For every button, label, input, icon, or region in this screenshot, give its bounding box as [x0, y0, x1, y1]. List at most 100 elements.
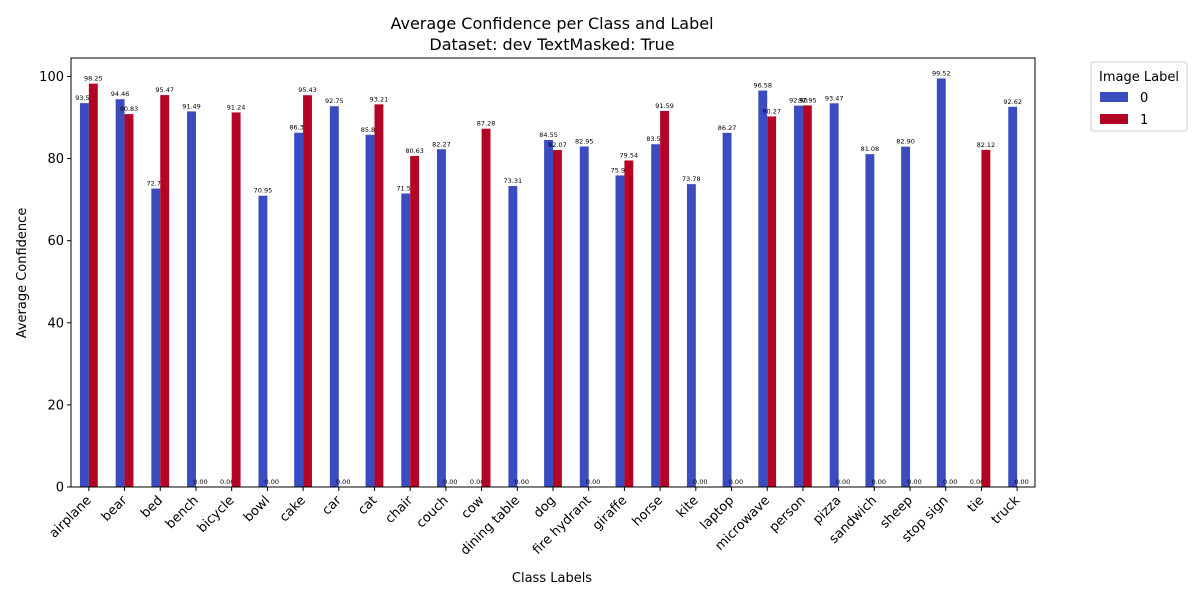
bar-sandwich-0	[865, 154, 875, 487]
bar-car-0	[329, 106, 339, 487]
bar-value-label: 0.00	[586, 478, 600, 486]
bar-value-label: 71.50	[396, 184, 415, 192]
bar-value-label: 0.00	[907, 478, 921, 486]
bar-value-label: 0.00	[970, 478, 984, 486]
bar-value-label: 84.55	[539, 131, 558, 139]
bar-value-label: 92.75	[325, 97, 344, 105]
bar-bear-0	[115, 99, 125, 487]
y-tick-label: 20	[47, 398, 64, 413]
bar-airplane-1	[88, 83, 98, 487]
bar-value-label: 0.00	[220, 478, 234, 486]
bar-bench-0	[187, 111, 196, 487]
bar-value-label: 94.46	[111, 90, 130, 98]
bar-value-label: 82.90	[896, 138, 915, 146]
bar-pizza-0	[829, 103, 839, 487]
bar-value-label: 73.31	[504, 177, 523, 185]
bar-airplane-0	[79, 103, 89, 487]
bar-person-1	[802, 105, 812, 488]
x-tick-label: bear	[99, 493, 131, 525]
bar-value-label: 73.78	[682, 175, 701, 183]
y-tick-label: 100	[39, 70, 64, 85]
x-tick-label: cow	[459, 493, 488, 522]
bar-value-label: 80.63	[405, 147, 424, 155]
x-tick-label: tie	[965, 493, 987, 515]
bar-value-label: 90.27	[762, 107, 781, 115]
bar-cat-1	[374, 104, 384, 487]
y-tick-label: 40	[47, 316, 64, 331]
x-axis-label: Class Labels	[512, 571, 592, 586]
bar-value-label: 92.95	[798, 96, 817, 104]
bar-giraffe-1	[624, 160, 634, 488]
bar-cow-1	[481, 128, 491, 487]
bar-value-label: 0.00	[336, 478, 350, 486]
bar-cat-0	[365, 134, 375, 487]
bar-value-label: 72.70	[147, 180, 166, 188]
bar-laptop-0	[722, 132, 732, 488]
bar-value-label: 0.00	[515, 478, 529, 486]
bar-kite-0	[686, 184, 696, 487]
y-axis-label: Average Confidence	[15, 208, 30, 339]
bar-tie-1	[981, 149, 991, 487]
bar-value-label: 82.07	[548, 141, 567, 149]
bar-value-label: 92.90	[789, 97, 808, 105]
bar-value-label: 0.00	[872, 478, 886, 486]
x-tick-label: kite	[674, 493, 702, 521]
bar-value-label: 0.00	[836, 478, 850, 486]
x-tick-label: airplane	[47, 493, 95, 541]
bar-giraffe-0	[615, 175, 625, 487]
bar-value-label: 0.00	[729, 478, 743, 486]
bar-value-label: 95.47	[155, 86, 174, 94]
bar-value-label: 86.30	[289, 124, 308, 132]
x-tick-label: truck	[989, 493, 1024, 528]
bar-horse-0	[651, 144, 661, 488]
chart-title: Average Confidence per Class and Label	[390, 14, 713, 33]
bar-value-label: 93.47	[825, 94, 844, 102]
bar-value-label: 81.08	[861, 145, 880, 153]
bar-couch-0	[436, 149, 446, 487]
bar-value-label: 82.12	[977, 141, 996, 149]
bar-chair-1	[410, 155, 420, 488]
bar-microwave-0	[758, 90, 768, 488]
bar-truck-0	[1008, 106, 1018, 488]
bar-value-label: 91.49	[182, 102, 201, 110]
bar-value-label: 0.00	[193, 478, 207, 486]
x-tick-label: cat	[355, 493, 380, 518]
bar-value-label: 87.28	[477, 120, 496, 128]
legend-title: Image Label	[1099, 70, 1179, 85]
bar-value-label: 0.00	[1014, 478, 1028, 486]
bar-cake-1	[303, 95, 312, 487]
x-tick-label: bicycle	[195, 493, 238, 536]
legend-swatch-1	[1100, 114, 1128, 124]
bar-value-label: 82.95	[575, 137, 594, 145]
bar-value-label: 79.54	[620, 151, 639, 159]
x-tick-label: bowl	[241, 493, 273, 525]
bar-value-label: 0.00	[265, 478, 279, 486]
x-tick-label: couch	[414, 493, 452, 531]
bar-value-label: 0.00	[693, 478, 707, 486]
bar-fire-hydrant-0	[579, 146, 589, 487]
x-tick-label: cake	[277, 493, 309, 525]
bar-value-label: 82.27	[432, 140, 451, 148]
bar-value-label: 99.52	[932, 69, 951, 77]
x-tick-label: person	[767, 493, 809, 535]
x-tick-label: car	[320, 493, 346, 519]
bar-stop-sign-0	[936, 78, 946, 487]
bar-value-label: 0.00	[443, 478, 457, 486]
bar-value-label: 75.90	[611, 166, 630, 174]
bar-dining-table-0	[508, 186, 518, 487]
bar-sheep-0	[901, 146, 911, 487]
bar-person-0	[794, 105, 803, 487]
bar-bicycle-1	[231, 112, 241, 487]
legend: Image Label 0 1	[1090, 61, 1188, 132]
bar-value-label: 70.95	[254, 187, 273, 195]
bar-microwave-1	[767, 116, 777, 487]
x-tick-label: dog	[531, 493, 559, 521]
bar-value-label: 0.00	[943, 478, 957, 486]
chart-subtitle: Dataset: dev TextMasked: True	[429, 35, 674, 54]
bar-bed-1	[160, 95, 170, 487]
bar-dog-0	[544, 139, 553, 487]
bar-value-label: 83.50	[646, 135, 665, 143]
legend-label-1: 1	[1140, 113, 1148, 128]
